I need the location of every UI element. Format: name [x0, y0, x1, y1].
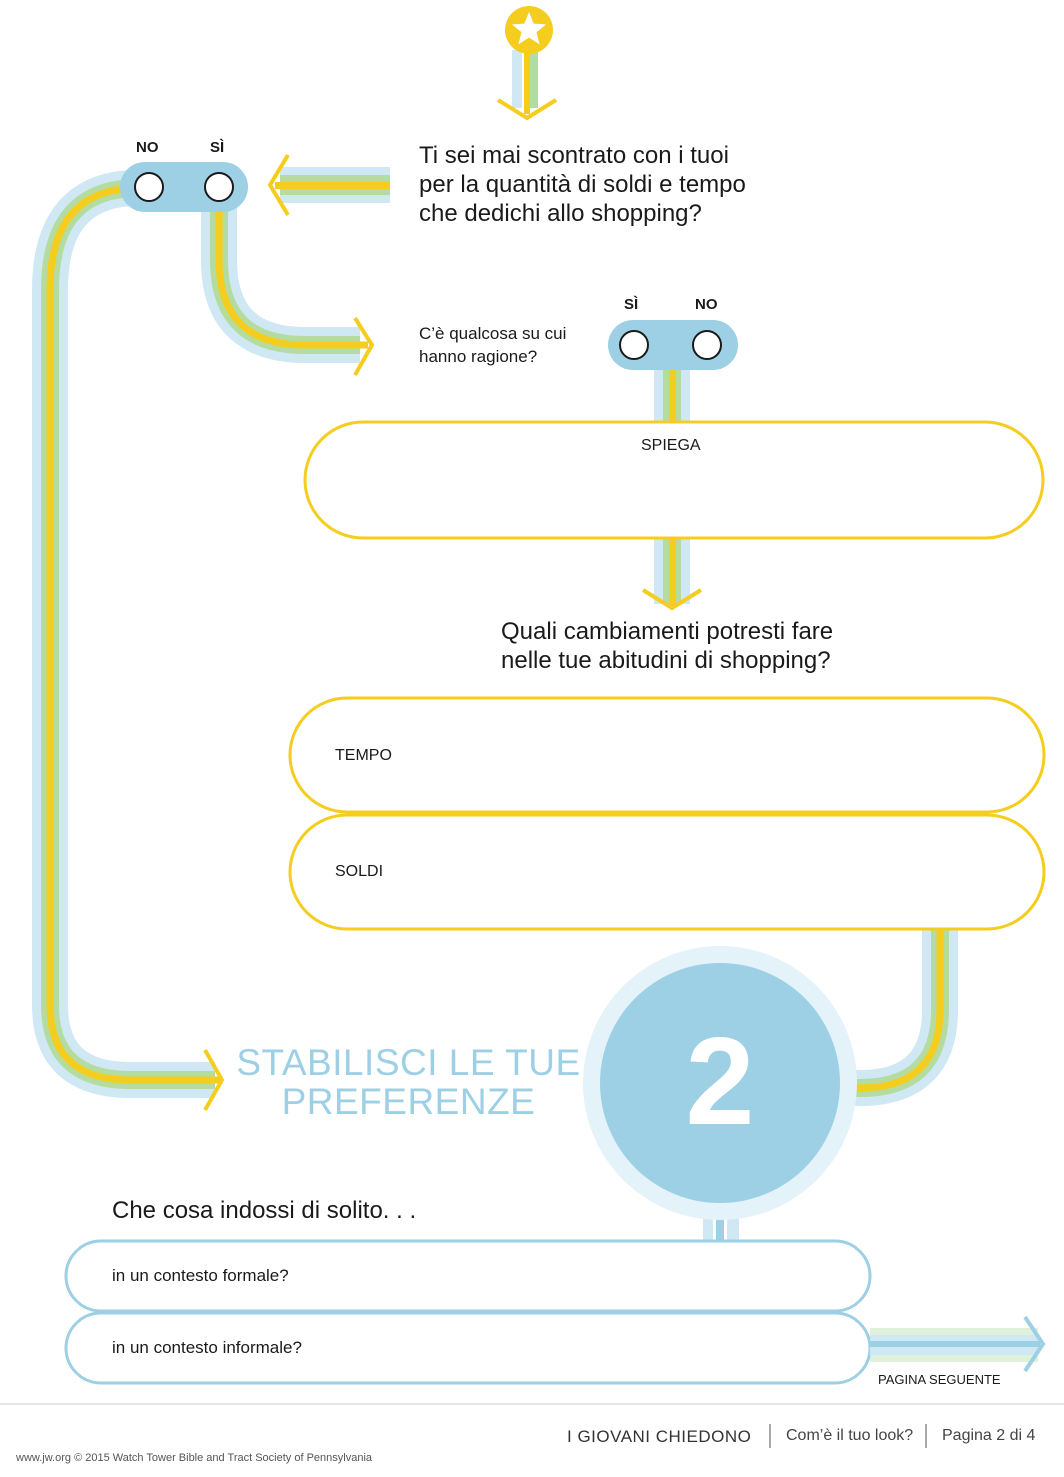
- question1-yes-radio[interactable]: [204, 172, 234, 202]
- explain-box-outline: [303, 420, 1045, 540]
- explain-connector: [641, 538, 703, 611]
- question1-line: per la quantità di soldi e tempo: [419, 171, 746, 198]
- time-box-outline: [288, 696, 1046, 814]
- question1-arrow: [267, 153, 390, 217]
- explain-answer-field[interactable]: [320, 460, 1020, 530]
- footer-page-number: Pagina 2 di 4: [942, 1427, 1036, 1444]
- informal-answer-field[interactable]: [350, 1324, 840, 1374]
- formal-answer-field[interactable]: [340, 1252, 840, 1302]
- question1-yes-label: SÌ: [210, 139, 225, 156]
- footer-article-title: Com’è il tuo look?: [786, 1427, 914, 1444]
- question2-line: hanno ragione?: [419, 347, 538, 366]
- question2-no-radio[interactable]: [692, 330, 722, 360]
- no-branch-connector: [31, 170, 225, 1111]
- question2-line: C’è qualcosa su cui: [419, 324, 567, 343]
- question3-line: Quali cambiamenti potresti fare: [501, 618, 834, 645]
- yes-branch-connector: [201, 205, 375, 376]
- question1-text: Ti sei mai scontrato con i tuoi per la q…: [419, 141, 746, 228]
- question1-line: che dedichi allo shopping?: [419, 200, 702, 227]
- question2-no-label: NO: [695, 296, 718, 313]
- question3-text: Quali cambiamenti potresti fare nelle tu…: [501, 617, 833, 675]
- step-number: 2: [685, 1013, 755, 1151]
- question3-line: nelle tue abitudini di shopping?: [501, 647, 831, 674]
- start-star-icon: [496, 6, 558, 121]
- question2-yes-radio[interactable]: [619, 330, 649, 360]
- question2-text: C’è qualcosa su cui hanno ragione?: [419, 322, 566, 368]
- time-answer-field[interactable]: [420, 715, 1000, 795]
- step-title-line: STABILISCI LE TUE: [236, 1042, 581, 1083]
- question1-no-radio[interactable]: [134, 172, 164, 202]
- money-connector: [830, 928, 958, 1106]
- formal-box-label: in un contesto formale?: [112, 1266, 289, 1285]
- money-answer-field[interactable]: [420, 832, 1000, 912]
- next-page-link[interactable]: PAGINA SEGUENTE: [878, 1372, 1001, 1387]
- money-box-label: SOLDI: [335, 863, 384, 880]
- question2-connector: [654, 362, 690, 424]
- next-page-arrow-icon: [870, 1315, 1046, 1373]
- question4-text: Che cosa indossi di solito. . .: [112, 1197, 417, 1224]
- formal-box-outline: [64, 1239, 872, 1313]
- step-title: STABILISCI LE TUE PREFERENZE: [236, 1043, 581, 1121]
- question2-yes-label: SÌ: [624, 296, 639, 313]
- explain-box-label: SPIEGA: [641, 437, 701, 454]
- footer-copyright: www.jw.org © 2015 Watch Tower Bible and …: [16, 1452, 373, 1464]
- question1-line: Ti sei mai scontrato con i tuoi: [419, 142, 729, 169]
- money-box-outline: [288, 813, 1046, 931]
- step-circle: [583, 946, 857, 1220]
- step-title-line: PREFERENZE: [281, 1081, 536, 1122]
- time-box-label: TEMPO: [335, 747, 392, 764]
- footer-series-title: I GIOVANI CHIEDONO: [567, 1427, 752, 1446]
- informal-box-label: in un contesto informale?: [112, 1338, 302, 1357]
- question1-no-label: NO: [136, 139, 159, 156]
